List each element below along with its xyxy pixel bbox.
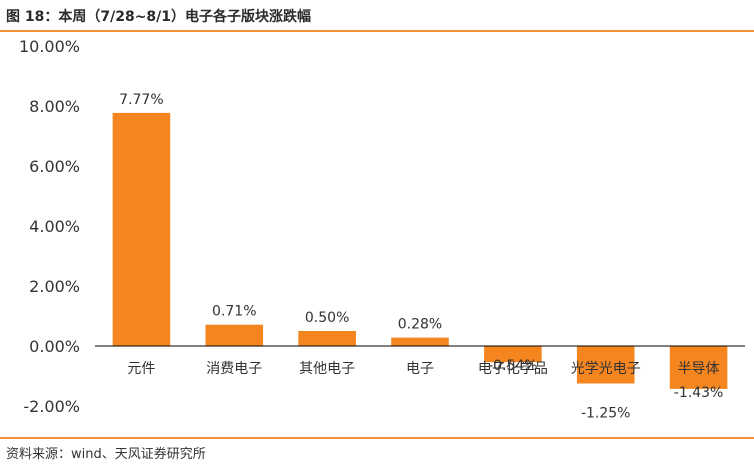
y-axis: 10.00% 8.00% 6.00% 4.00% 2.00% 0.00% -2.00% bbox=[19, 37, 80, 416]
y-tick-label: 4.00% bbox=[29, 217, 80, 236]
bar bbox=[298, 331, 356, 346]
data-label: -0.54% bbox=[488, 358, 538, 374]
x-axis-labels: 元件 消费电子 其他电子 电子 电子化学品 光学光电子 半导体 bbox=[127, 361, 719, 377]
y-tick-label: 2.00% bbox=[29, 277, 80, 296]
x-tick-label: 光学光电子 bbox=[571, 361, 641, 377]
data-label: 0.71% bbox=[212, 304, 256, 320]
x-tick-label: 电子化学品 bbox=[478, 361, 548, 377]
data-label: -1.25% bbox=[581, 406, 631, 422]
x-tick-label: 半导体 bbox=[678, 361, 720, 377]
data-label: 7.77% bbox=[119, 92, 163, 108]
x-tick-label: 其他电子 bbox=[299, 361, 355, 377]
bars bbox=[112, 112, 728, 389]
y-tick-label: 8.00% bbox=[29, 97, 80, 116]
footer-divider bbox=[0, 437, 754, 439]
y-tick-label: 10.00% bbox=[19, 37, 80, 56]
bar bbox=[669, 346, 728, 389]
bar bbox=[484, 346, 542, 363]
bar bbox=[391, 337, 449, 346]
data-label: 0.50% bbox=[305, 310, 349, 326]
data-labels: 7.77% 0.71% 0.50% 0.28% -0.54% -1.25% -1.43% bbox=[119, 92, 723, 422]
y-tick-label: 6.00% bbox=[29, 157, 80, 176]
y-tick-label: 0.00% bbox=[29, 337, 80, 356]
title-divider bbox=[0, 30, 754, 32]
bar bbox=[205, 324, 264, 346]
figure-title: 图 18：本周（7/28~8/1）电子各子版块涨跌幅 bbox=[6, 9, 312, 25]
data-label: 0.28% bbox=[398, 317, 442, 333]
y-tick-label: -2.00% bbox=[23, 397, 80, 416]
x-tick-label: 电子 bbox=[406, 361, 434, 377]
bar bbox=[576, 346, 635, 384]
source-note: 资料来源：wind、天风证券研究所 bbox=[6, 447, 206, 462]
bar bbox=[112, 112, 171, 347]
x-tick-label: 元件 bbox=[127, 361, 155, 377]
data-label: -1.43% bbox=[674, 385, 724, 401]
x-tick-label: 消费电子 bbox=[206, 361, 262, 377]
